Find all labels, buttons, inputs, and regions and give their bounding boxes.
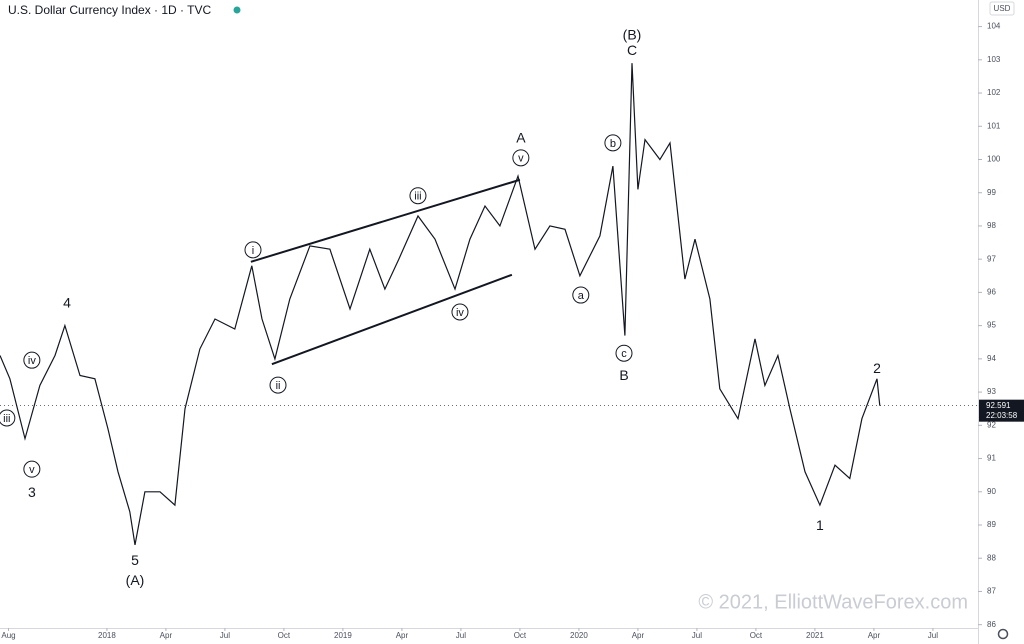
x-tick-label: 2020 xyxy=(570,631,588,640)
wave-circle xyxy=(0,409,16,427)
y-tick-label: 99 xyxy=(987,188,996,197)
x-tick-label: Aug xyxy=(1,631,15,640)
wave-circle xyxy=(512,149,530,167)
wave-label: iv xyxy=(28,355,36,367)
settings-icon[interactable] xyxy=(997,628,1009,640)
wave-circle xyxy=(244,241,262,259)
y-tick-label: 94 xyxy=(987,354,996,363)
wave-label: (A) xyxy=(126,572,145,588)
wave-label: 4 xyxy=(63,295,71,311)
x-tick-label: Jul xyxy=(928,631,938,640)
countdown-label: 22:03:58 xyxy=(986,411,1018,420)
wave-circle xyxy=(23,460,41,478)
y-tick-label: 96 xyxy=(987,288,996,297)
x-tick-label: Oct xyxy=(750,631,763,640)
y-tick-label: 98 xyxy=(987,221,996,230)
x-tick-label: Jul xyxy=(220,631,230,640)
wave-circle xyxy=(451,303,469,321)
y-tick-label: 100 xyxy=(987,155,1001,164)
wave-label: 3 xyxy=(28,484,36,500)
x-tick-label: 2018 xyxy=(98,631,116,640)
y-tick-label: 97 xyxy=(987,254,996,263)
price-line xyxy=(0,63,881,546)
wave-label: v xyxy=(518,153,524,165)
y-tick-label: 101 xyxy=(987,121,1001,130)
x-tick-label: Jul xyxy=(456,631,466,640)
wave-label: B xyxy=(619,367,628,383)
wave-label: 1 xyxy=(816,517,824,533)
wave-label: 5 xyxy=(131,552,139,568)
x-tick-label: Apr xyxy=(632,631,645,640)
y-tick-label: 91 xyxy=(987,454,996,463)
wave-circle xyxy=(615,344,633,362)
channel-line xyxy=(271,273,513,366)
y-tick-label: 87 xyxy=(987,587,996,596)
y-tick-label: 93 xyxy=(987,387,996,396)
y-tick-label: 95 xyxy=(987,321,996,330)
wave-label: A xyxy=(516,130,526,146)
channel-line xyxy=(250,178,521,263)
wave-label: ii xyxy=(276,380,281,392)
y-tick-label: 104 xyxy=(987,22,1001,31)
wave-label: (B) xyxy=(623,26,642,42)
y-tick-label: 86 xyxy=(987,620,996,629)
wave-label: i xyxy=(252,245,254,257)
y-tick-label: 103 xyxy=(987,55,1001,64)
x-tick-label: Apr xyxy=(868,631,881,640)
wave-circle xyxy=(604,134,622,152)
x-tick-label: Oct xyxy=(278,631,291,640)
x-tick-label: Oct xyxy=(514,631,527,640)
currency-box xyxy=(989,1,1015,16)
wave-label: iv xyxy=(456,307,464,319)
wave-label: a xyxy=(578,290,585,302)
x-tick-label: 2019 xyxy=(334,631,352,640)
wave-label: b xyxy=(610,138,616,150)
wave-circle xyxy=(572,286,590,304)
wave-circle xyxy=(409,187,427,205)
wave-label: 2 xyxy=(873,360,881,376)
x-tick-label: Apr xyxy=(396,631,409,640)
y-tick-label: 88 xyxy=(987,553,996,562)
x-tick-label: Apr xyxy=(160,631,173,640)
wave-label: iii xyxy=(414,191,421,203)
y-tick-label: 90 xyxy=(987,487,996,496)
last-price-label: 92.591 xyxy=(986,401,1011,410)
last-price-box xyxy=(979,399,1024,422)
wave-label: c xyxy=(621,348,627,360)
y-tick-label: 102 xyxy=(987,88,1001,97)
watermark: © 2021, ElliottWaveForex.com xyxy=(698,591,968,613)
y-tick-label: 89 xyxy=(987,520,996,529)
wave-circle xyxy=(23,351,41,369)
status-dot xyxy=(233,6,241,14)
x-tick-label: Jul xyxy=(692,631,702,640)
wave-label: C xyxy=(627,42,637,58)
wave-label: iii xyxy=(3,413,10,425)
x-tick-label: 2021 xyxy=(806,631,824,640)
currency-label: USD xyxy=(994,4,1011,13)
wave-label: v xyxy=(29,464,35,476)
wave-circle xyxy=(269,376,287,394)
chart-title: U.S. Dollar Currency Index · 1D · TVC xyxy=(8,3,212,17)
y-tick-label: 92 xyxy=(987,420,996,429)
